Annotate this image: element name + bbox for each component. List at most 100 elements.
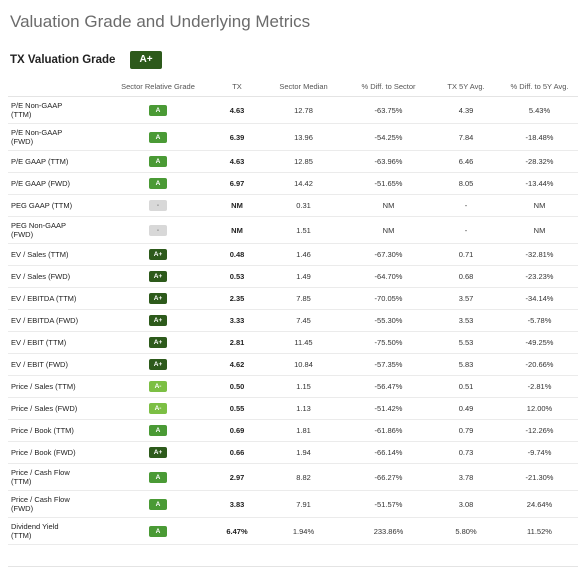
grade-cell: A [103,96,213,124]
diff-sector-cell: -61.86% [346,419,431,442]
metric-cell: Price / Cash Flow (TTM) [8,463,103,491]
diff-5y-cell: -5.78% [501,309,578,332]
metric-label: Price / Cash Flow (FWD) [11,495,70,513]
tx-value-cell: 0.69 [213,419,261,442]
metric-cell: P/E GAAP (FWD) [8,172,103,195]
grade-badge: A [149,178,167,189]
grade-badge: A [149,156,167,167]
diff-sector-cell: -63.75% [346,96,431,124]
sector-median-cell: 11.45 [261,331,346,354]
grade-cell: A- [103,397,213,420]
tx-value-cell: 2.81 [213,331,261,354]
avg-5y-cell: 5.53 [431,331,501,354]
metric-label: PEG Non-GAAP (FWD) [11,221,67,239]
metric-cell: P/E Non-GAAP (FWD) [8,123,103,151]
diff-5y-cell: -28.32% [501,150,578,173]
metric-cell: EV / EBIT (FWD) [8,353,103,376]
diff-5y-cell: -9.74% [501,441,578,464]
metric-cell: Price / Sales (FWD) [8,397,103,420]
avg-5y-cell: 3.53 [431,309,501,332]
header-5y-avg: TX 5Y Avg. [431,76,501,97]
grade-badge: - [149,200,167,211]
diff-5y-cell: -21.30% [501,463,578,491]
grade-cell: A [103,419,213,442]
metric-label: EV / EBITDA (FWD) [11,316,79,325]
table-row: EV / EBITDA (TTM) A+ 2.35 7.85 -70.05% 3.57 -3… [8,287,578,310]
bottom-divider [8,566,578,567]
tx-value-cell: 3.83 [213,490,261,518]
metric-cell: Price / Book (TTM) [8,419,103,442]
sector-median-cell: 12.85 [261,150,346,173]
tx-value-cell: NM [213,194,261,217]
avg-5y-cell: 8.05 [431,172,501,195]
sector-median-cell: 1.94 [261,441,346,464]
metric-label: EV / EBIT (FWD) [11,360,68,369]
diff-sector-cell: -66.14% [346,441,431,464]
sector-median-cell: 1.94% [261,517,346,545]
metric-label: P/E Non-GAAP (FWD) [11,128,63,146]
grade-cell: A+ [103,243,213,266]
diff-sector-cell: -63.96% [346,150,431,173]
diff-5y-cell: 11.52% [501,517,578,545]
diff-sector-cell: NM [346,216,431,244]
table-row: Price / Book (TTM) A 0.69 1.81 -61.86% 0.79 -1… [8,419,578,442]
metric-label: Price / Book (TTM) [11,426,74,435]
tx-value-cell: 2.35 [213,287,261,310]
grade-cell: A [103,490,213,518]
tx-value-cell: 6.47% [213,517,261,545]
metric-cell: EV / EBITDA (FWD) [8,309,103,332]
tx-value-cell: 0.48 [213,243,261,266]
grade-badge: A [149,131,167,143]
table-row: EV / EBIT (FWD) A+ 4.62 10.84 -57.35% 5.83 -20… [8,353,578,376]
diff-sector-cell: -54.25% [346,123,431,151]
metric-label: P/E Non-GAAP (TTM) [11,101,63,119]
diff-sector-cell: -64.70% [346,265,431,288]
table-row: Price / Sales (TTM) A- 0.50 1.15 -56.47% 0.51… [8,375,578,398]
sector-median-cell: 7.45 [261,309,346,332]
metric-label: Price / Sales (FWD) [11,404,78,413]
tx-value-cell: 0.53 [213,265,261,288]
metric-label: Price / Cash Flow (TTM) [11,468,70,486]
diff-sector-cell: -66.27% [346,463,431,491]
sector-median-cell: 13.96 [261,123,346,151]
metric-cell: EV / Sales (FWD) [8,265,103,288]
grade-badge: A [149,498,167,510]
metric-cell: P/E Non-GAAP (TTM) [8,96,103,124]
tx-value-cell: 0.66 [213,441,261,464]
valuation-metrics-table: Sector Relative Grade TX Sector Median %… [8,76,578,545]
diff-sector-cell: -70.05% [346,287,431,310]
table-row: EV / EBITDA (FWD) A+ 3.33 7.45 -55.30% 3.53 -5… [8,309,578,332]
header-tx: TX [213,76,261,97]
avg-5y-cell: 6.46 [431,150,501,173]
sector-median-cell: 10.84 [261,353,346,376]
metric-cell: Price / Book (FWD) [8,441,103,464]
metric-cell: PEG GAAP (TTM) [8,194,103,217]
sector-median-cell: 7.91 [261,490,346,518]
header-diff-5y: % Diff. to 5Y Avg. [501,76,578,97]
diff-5y-cell: -34.14% [501,287,578,310]
diff-5y-cell: -23.23% [501,265,578,288]
overall-grade-badge: A+ [130,51,162,69]
diff-5y-cell: -32.81% [501,243,578,266]
diff-sector-cell: -57.35% [346,353,431,376]
metric-label: EV / Sales (TTM) [11,250,69,259]
grade-cell: A [103,172,213,195]
sector-median-cell: 1.51 [261,216,346,244]
grade-cell: A [103,123,213,151]
grade-cell: - [103,194,213,217]
avg-5y-cell: 3.57 [431,287,501,310]
diff-5y-cell: NM [501,194,578,217]
overall-grade-label: TX Valuation Grade [10,54,116,66]
header-sector-median: Sector Median [261,76,346,97]
grade-cell: A+ [103,309,213,332]
sector-median-cell: 1.81 [261,419,346,442]
table-row: EV / Sales (FWD) A+ 0.53 1.49 -64.70% 0.68 -23… [8,265,578,288]
diff-5y-cell: -18.48% [501,123,578,151]
grade-badge: A+ [149,447,167,458]
avg-5y-cell: 4.39 [431,96,501,124]
grade-badge: A+ [149,293,167,304]
metric-cell: PEG Non-GAAP (FWD) [8,216,103,244]
avg-5y-cell: 3.08 [431,490,501,518]
metric-label: Price / Sales (TTM) [11,382,76,391]
diff-sector-cell: -51.57% [346,490,431,518]
